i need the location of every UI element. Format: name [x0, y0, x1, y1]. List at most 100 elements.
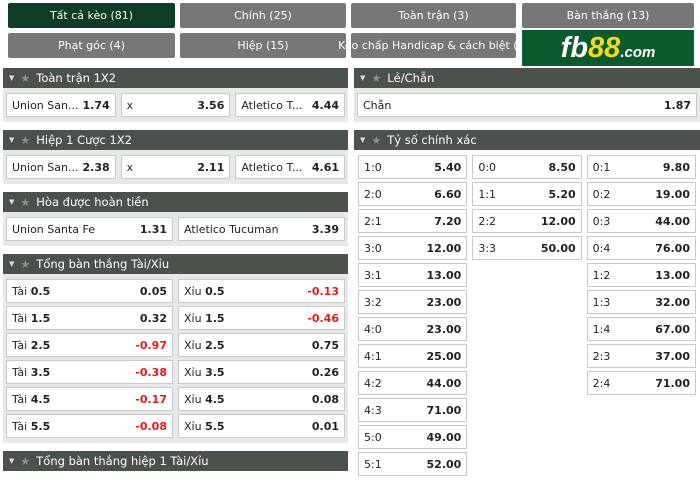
odds-cell[interactable]: 4:0 23.00: [358, 317, 468, 341]
section-header[interactable]: ▼ ★ Hòa được hoàn tiền: [3, 192, 348, 212]
odds-value: 37.00: [655, 349, 690, 363]
odds-cell[interactable]: 2:4 71.00: [586, 371, 696, 395]
line-value: 4.5: [30, 392, 51, 406]
section-header[interactable]: ▼ ★ Toàn trận 1X2: [3, 68, 348, 88]
odds-cell[interactable]: Tài 3.5 -0.38: [6, 360, 173, 384]
selection-label: Tài 1.5: [12, 312, 50, 325]
selection-name: 2:0: [364, 187, 382, 201]
odds-cell[interactable]: 4:1 25.00: [358, 344, 468, 368]
odds-cell[interactable]: 0:2 19.00: [586, 182, 696, 206]
odds-cell[interactable]: x 2.11: [120, 155, 231, 179]
odds-cell[interactable]: Tài 4.5 -0.17: [6, 387, 173, 411]
section-header[interactable]: ▼ ★ Lẻ/Chẵn: [354, 68, 700, 88]
tab-half[interactable]: Hiệp (15): [180, 33, 346, 58]
odds-cell[interactable]: 1:2 13.00: [586, 263, 696, 287]
odds-cell[interactable]: 5:1 52.00: [358, 452, 468, 476]
odds-cell[interactable]: 0:0 8.50: [472, 155, 582, 179]
market-section: ▼ ★ Tỷ số chính xác 1:0 5.40 2:0 6.60 2:1 7.20 3:…: [354, 130, 700, 481]
odds-cell[interactable]: Atletico T... 4.44: [235, 93, 346, 117]
favorite-star-icon[interactable]: ★: [371, 71, 382, 85]
odds-value: 49.00: [426, 430, 462, 444]
odds-cell[interactable]: 3:1 13.00: [358, 263, 468, 287]
selection-label: Tài 3.5: [12, 366, 50, 379]
odds-cell[interactable]: 3:0 12.00: [358, 236, 468, 260]
section-header[interactable]: ▼ ★ Hiệp 1 Cược 1X2: [3, 130, 348, 150]
odds-cell[interactable]: Union Santa Fe 1.31: [6, 217, 173, 241]
favorite-star-icon[interactable]: ★: [20, 454, 31, 468]
odds-cell[interactable]: 1:0 5.40: [358, 155, 468, 179]
odds-value: -0.08: [135, 419, 167, 433]
section-header[interactable]: ▼ ★ Tổng bàn thắng Tài/Xỉu: [3, 254, 348, 274]
odds-value: 71.00: [655, 376, 690, 390]
odds-row: Chẵn 1.87: [357, 93, 697, 117]
selection-label: x: [127, 99, 134, 112]
selection-label: Atletico T...: [241, 99, 302, 112]
favorite-star-icon[interactable]: ★: [371, 133, 382, 147]
odds-value: 50.00: [540, 241, 576, 255]
favorite-star-icon[interactable]: ★: [20, 71, 31, 85]
tab-corners[interactable]: Phạt góc (4): [8, 33, 175, 58]
odds-value: 25.00: [426, 349, 462, 363]
selection-name: 0:4: [592, 241, 611, 255]
tab-handicap[interactable]: Kèo chấp Handicap & cách biệt (2): [338, 33, 529, 58]
favorite-star-icon[interactable]: ★: [20, 133, 31, 147]
section-header[interactable]: ▼ ★ Tỷ số chính xác: [354, 130, 700, 150]
odds-cell[interactable]: 1:1 5.20: [472, 182, 582, 206]
odds-cell[interactable]: 2:1 7.20: [358, 209, 468, 233]
odds-cell[interactable]: Xỉu 0.5 -0.13: [178, 279, 345, 303]
odds-cell[interactable]: 2:0 6.60: [358, 182, 468, 206]
section-header[interactable]: ▼ ★ Tổng bàn thắng hiệp 1 Tài/Xỉu: [3, 451, 348, 471]
selection-label: 0:2: [593, 188, 611, 201]
selection-name: 1:0: [364, 160, 382, 174]
odds-row: Tài 3.5 -0.38 Xỉu 3.5 0.26: [6, 360, 345, 384]
selection-name: Xỉu: [184, 311, 202, 325]
selection-name: 4:0: [364, 322, 382, 336]
odds-cell[interactable]: 4:2 44.00: [358, 371, 468, 395]
selection-label: 3:1: [364, 269, 382, 282]
tab-all[interactable]: Tất cả kèo (81): [8, 3, 175, 28]
odds-cell[interactable]: Tài 1.5 0.32: [6, 306, 173, 330]
odds-cell[interactable]: x 3.56: [120, 93, 231, 117]
odds-cell[interactable]: 1:4 67.00: [586, 317, 696, 341]
tab-full-match[interactable]: Toàn trận (3): [351, 3, 516, 28]
odds-cell[interactable]: Union San... 1.74: [6, 93, 116, 117]
odds-cell[interactable]: 2:2 12.00: [472, 209, 582, 233]
odds-cell[interactable]: Xỉu 4.5 0.08: [178, 387, 345, 411]
selection-name: 1:2: [592, 268, 611, 282]
odds-cell[interactable]: Xỉu 3.5 0.26: [178, 360, 345, 384]
tab-goals[interactable]: Bàn thắng (13): [522, 3, 694, 28]
odds-cell[interactable]: Chẵn 1.87: [357, 93, 697, 117]
odds-cell[interactable]: Atletico T... 4.61: [235, 155, 346, 179]
odds-cell[interactable]: Tài 2.5 -0.97: [6, 333, 173, 357]
odds-cell[interactable]: 0:1 9.80: [586, 155, 696, 179]
line-value: 5.5: [205, 419, 225, 433]
odds-cell[interactable]: Union San... 2.38: [6, 155, 116, 179]
selection-name: Xỉu: [184, 365, 202, 379]
tab-main[interactable]: Chính (25): [180, 3, 346, 28]
odds-value: 9.80: [662, 160, 690, 174]
odds-cell[interactable]: 1:3 32.00: [586, 290, 696, 314]
odds-value: 4.61: [311, 160, 340, 174]
selection-label: Tài 2.5: [12, 339, 50, 352]
odds-cell[interactable]: 0:4 76.00: [586, 236, 696, 260]
favorite-star-icon[interactable]: ★: [20, 195, 31, 209]
odds-cell[interactable]: 2:3 37.00: [586, 344, 696, 368]
favorite-star-icon[interactable]: ★: [20, 257, 31, 271]
odds-cell[interactable]: Tài 0.5 0.05: [6, 279, 173, 303]
odds-cell[interactable]: 4:3 71.00: [358, 398, 468, 422]
odds-cell[interactable]: 5:0 49.00: [358, 425, 468, 449]
odds-cell[interactable]: Tài 5.5 -0.08: [6, 414, 173, 438]
odds-cell[interactable]: Atletico Tucuman 3.39: [178, 217, 345, 241]
odds-cell[interactable]: Xỉu 2.5 0.75: [178, 333, 345, 357]
odds-value: 3.56: [197, 98, 225, 112]
selection-name: Tài: [12, 284, 28, 298]
selection-label: Xỉu 5.5: [184, 420, 225, 433]
odds-cell[interactable]: Xỉu 5.5 0.01: [178, 414, 345, 438]
odds-value: 32.00: [655, 295, 690, 309]
odds-cell[interactable]: 0:3 44.00: [586, 209, 696, 233]
odds-cell[interactable]: 3:2 23.00: [358, 290, 468, 314]
odds-cell[interactable]: Xỉu 1.5 -0.46: [178, 306, 345, 330]
odds-cell[interactable]: 3:3 50.00: [472, 236, 582, 260]
selection-name: 0:3: [592, 214, 611, 228]
odds-value: 71.00: [426, 403, 462, 417]
